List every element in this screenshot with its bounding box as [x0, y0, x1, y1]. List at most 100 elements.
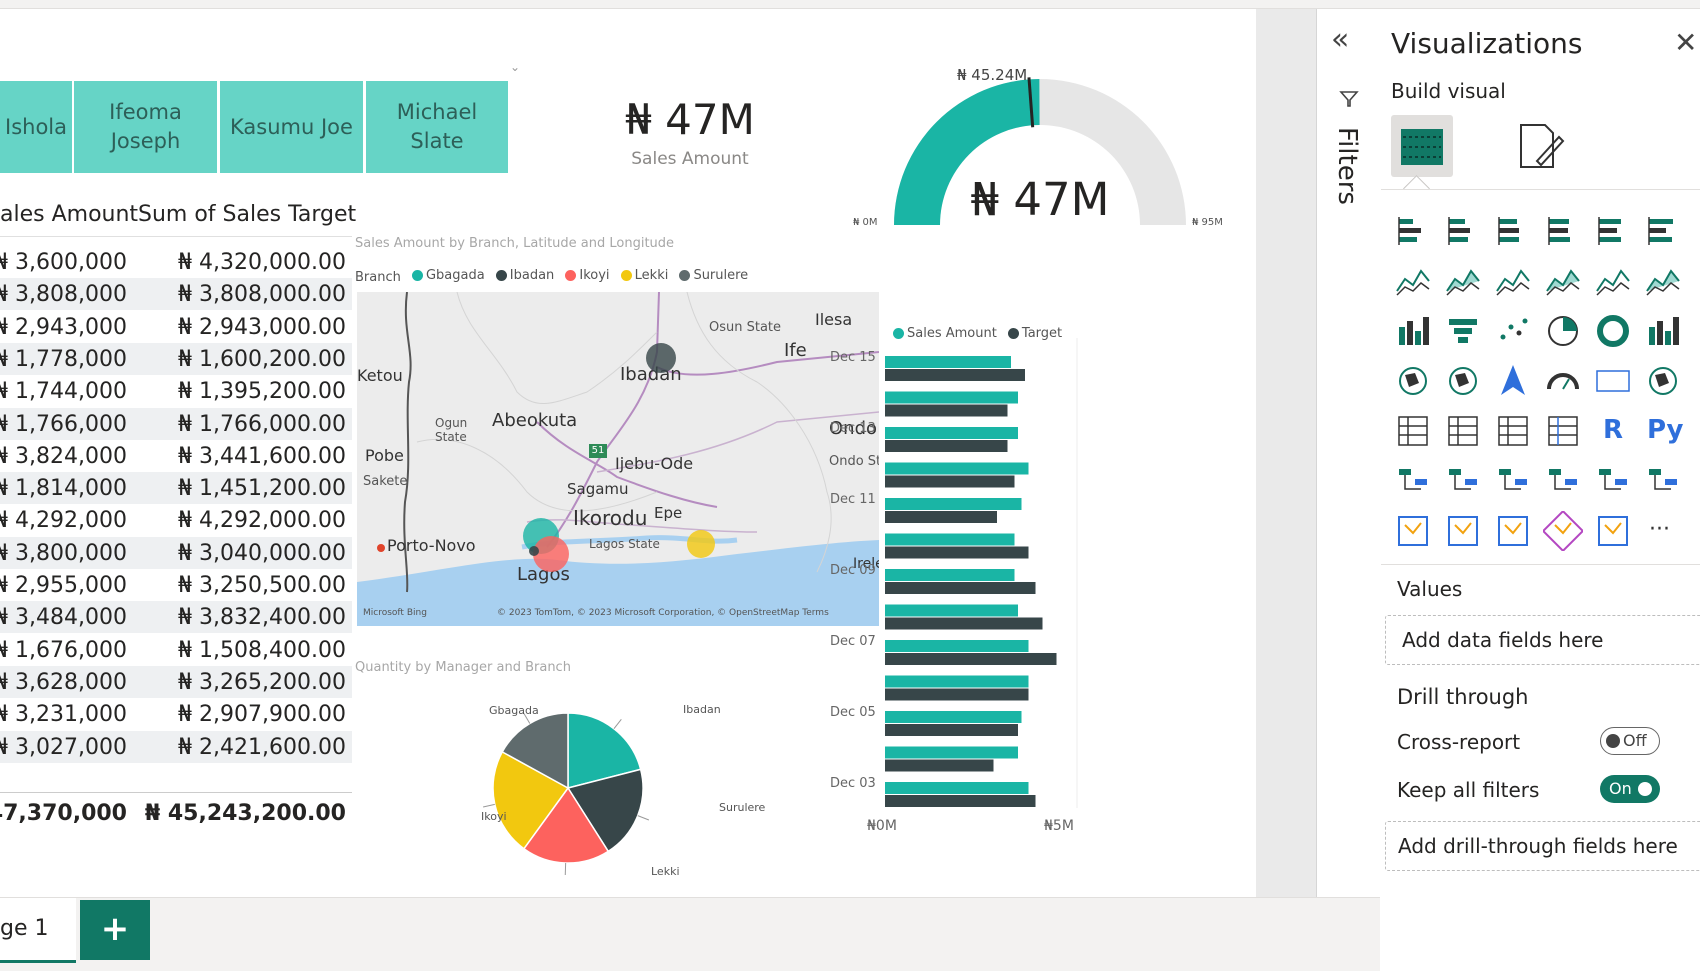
azure-map-icon[interactable] — [1493, 361, 1533, 401]
drill-through-well[interactable]: Add drill-through fields here — [1385, 821, 1700, 871]
arcgis-map-icon[interactable] — [1493, 511, 1533, 551]
keep-filters-toggle[interactable]: On — [1600, 775, 1660, 803]
stacked-column-chart-icon[interactable] — [1443, 211, 1483, 251]
legend-item[interactable]: Gbagada — [412, 268, 485, 283]
gauge-visual[interactable]: ₦ 45.24M ₦ 47M ₦ 0M ₦ 95M — [835, 60, 1245, 250]
bar-target[interactable] — [885, 547, 1029, 559]
bar-target[interactable] — [885, 582, 1036, 594]
build-visual-tab[interactable] — [1391, 115, 1453, 177]
power-apps-icon[interactable] — [1393, 511, 1433, 551]
table-row[interactable]: ₦ 3,800,000₦ 3,040,000.00 — [0, 537, 352, 569]
bar-sales-amount[interactable] — [885, 605, 1018, 617]
bar-target[interactable] — [885, 724, 1018, 736]
map-bubble-ikoyi[interactable] — [533, 536, 569, 572]
table-row[interactable]: ₦ 1,676,000₦ 1,508,400.00 — [0, 634, 352, 666]
decomposition-tree-icon[interactable] — [1443, 461, 1483, 501]
table-row[interactable]: ₦ 3,600,000₦ 4,320,000.00 — [0, 246, 352, 278]
table-icon[interactable] — [1493, 411, 1533, 451]
legend-item[interactable]: Lekki — [621, 268, 669, 283]
collapse-icon[interactable]: « — [1331, 25, 1349, 55]
bar-target[interactable] — [885, 440, 1008, 452]
matrix-icon[interactable] — [1543, 411, 1583, 451]
map-icon[interactable] — [1393, 361, 1433, 401]
table-row[interactable]: ₦ 1,744,000₦ 1,395,200.00 — [0, 375, 352, 407]
clustered-bar-chart-icon[interactable] — [1493, 211, 1533, 251]
table-row[interactable]: ₦ 1,814,000₦ 1,451,200.00 — [0, 472, 352, 504]
line-stacked-column-chart-icon[interactable] — [1593, 261, 1633, 301]
close-icon[interactable]: ✕ — [1674, 29, 1697, 57]
r-visual-icon[interactable]: R — [1593, 411, 1633, 451]
bar-sales-amount[interactable] — [885, 782, 1029, 794]
line-chart-icon[interactable] — [1393, 261, 1433, 301]
slicer-chevron-icon[interactable]: ⌄ — [510, 60, 522, 72]
bar-target[interactable] — [885, 369, 1025, 381]
map-bubble-lekki[interactable] — [687, 530, 715, 558]
more-visuals-icon[interactable]: ··· — [1643, 511, 1683, 551]
multi-row-card-icon[interactable] — [1643, 361, 1683, 401]
table-row[interactable]: ₦ 1,778,000₦ 1,600,200.00 — [0, 343, 352, 375]
filled-map-icon[interactable] — [1443, 361, 1483, 401]
table-row[interactable]: ₦ 3,808,000₦ 3,808,000.00 — [0, 278, 352, 310]
gauge-icon[interactable] — [1543, 361, 1583, 401]
bar-target[interactable] — [885, 618, 1043, 630]
format-visual-tab[interactable] — [1509, 115, 1571, 177]
bar-target[interactable] — [885, 760, 994, 772]
legend-item[interactable]: Ibadan — [496, 268, 555, 283]
stacked-bar-chart-icon[interactable] — [1393, 211, 1433, 251]
power-platform-icon[interactable] — [1543, 511, 1583, 551]
add-page-button[interactable]: + — [80, 900, 150, 960]
treemap-icon[interactable] — [1643, 311, 1683, 351]
table-row[interactable]: ₦ 4,292,000₦ 4,292,000.00 — [0, 504, 352, 536]
table-row[interactable]: ₦ 3,628,000₦ 3,265,200.00 — [0, 666, 352, 698]
values-well[interactable]: Add data fields here — [1385, 615, 1700, 665]
card-icon[interactable] — [1593, 361, 1633, 401]
key-influencers-icon[interactable] — [1393, 461, 1433, 501]
waterfall-chart-icon[interactable] — [1393, 311, 1433, 351]
bar-sales-amount[interactable] — [885, 569, 1015, 581]
sales-card[interactable]: ₦ 47M Sales Amount — [580, 95, 800, 185]
bar-sales-amount[interactable] — [885, 747, 1018, 759]
cross-report-toggle[interactable]: Off — [1600, 727, 1660, 755]
ai-visual-icon[interactable] — [1593, 511, 1633, 551]
slicer-icon[interactable] — [1443, 411, 1483, 451]
map-bubble-surulere[interactable] — [529, 546, 539, 556]
bar-sales-amount[interactable] — [885, 427, 1018, 439]
table-row[interactable]: ₦ 3,484,000₦ 3,832,400.00 — [0, 601, 352, 633]
bar-target[interactable] — [885, 511, 997, 523]
smart-narrative-icon[interactable] — [1543, 461, 1583, 501]
bar-sales-amount[interactable] — [885, 498, 1022, 510]
line-clustered-column-chart-icon[interactable] — [1543, 261, 1583, 301]
map-visual[interactable]: Sales Amount by Branch, Latitude and Lon… — [355, 236, 885, 636]
table-row[interactable]: ₦ 3,231,000₦ 2,907,900.00 — [0, 698, 352, 730]
table-row[interactable]: ₦ 1,766,000₦ 1,766,000.00 — [0, 408, 352, 440]
metrics-icon[interactable] — [1593, 461, 1633, 501]
bar-target[interactable] — [885, 795, 1036, 807]
python-visual-icon[interactable]: Py — [1643, 411, 1683, 451]
legend-item[interactable]: Surulere — [679, 268, 748, 283]
bar-sales-amount[interactable] — [885, 463, 1029, 475]
qa-icon[interactable] — [1493, 461, 1533, 501]
column-header[interactable]: ales Amount — [0, 202, 138, 227]
legend-item[interactable]: Ikoyi — [565, 268, 609, 283]
bar-target[interactable] — [885, 689, 1029, 701]
100-stacked-column-chart-icon[interactable] — [1643, 211, 1683, 251]
slicer-tile[interactable]: Ishola — [0, 81, 72, 173]
bar-target[interactable] — [885, 405, 1008, 417]
bar-sales-amount[interactable] — [885, 676, 1029, 688]
slicer-tile[interactable]: Ifeoma Joseph — [74, 81, 217, 173]
bar-sales-amount[interactable] — [885, 534, 1015, 546]
paginated-report-icon[interactable] — [1643, 461, 1683, 501]
ribbon-chart-icon[interactable] — [1643, 261, 1683, 301]
donut-chart-icon[interactable] — [1593, 311, 1633, 351]
area-chart-icon[interactable] — [1443, 261, 1483, 301]
filters-label[interactable]: Filters — [1332, 127, 1362, 205]
bar-sales-amount[interactable] — [885, 356, 1011, 368]
page-tab[interactable]: ge 1 — [0, 898, 76, 963]
power-automate-icon[interactable] — [1443, 511, 1483, 551]
bar-target[interactable] — [885, 653, 1057, 665]
column-header[interactable]: Sum of Sales Target — [138, 202, 356, 227]
kpi-icon[interactable] — [1393, 411, 1433, 451]
scatter-chart-icon[interactable] — [1493, 311, 1533, 351]
filter-icon[interactable] — [1339, 89, 1359, 109]
